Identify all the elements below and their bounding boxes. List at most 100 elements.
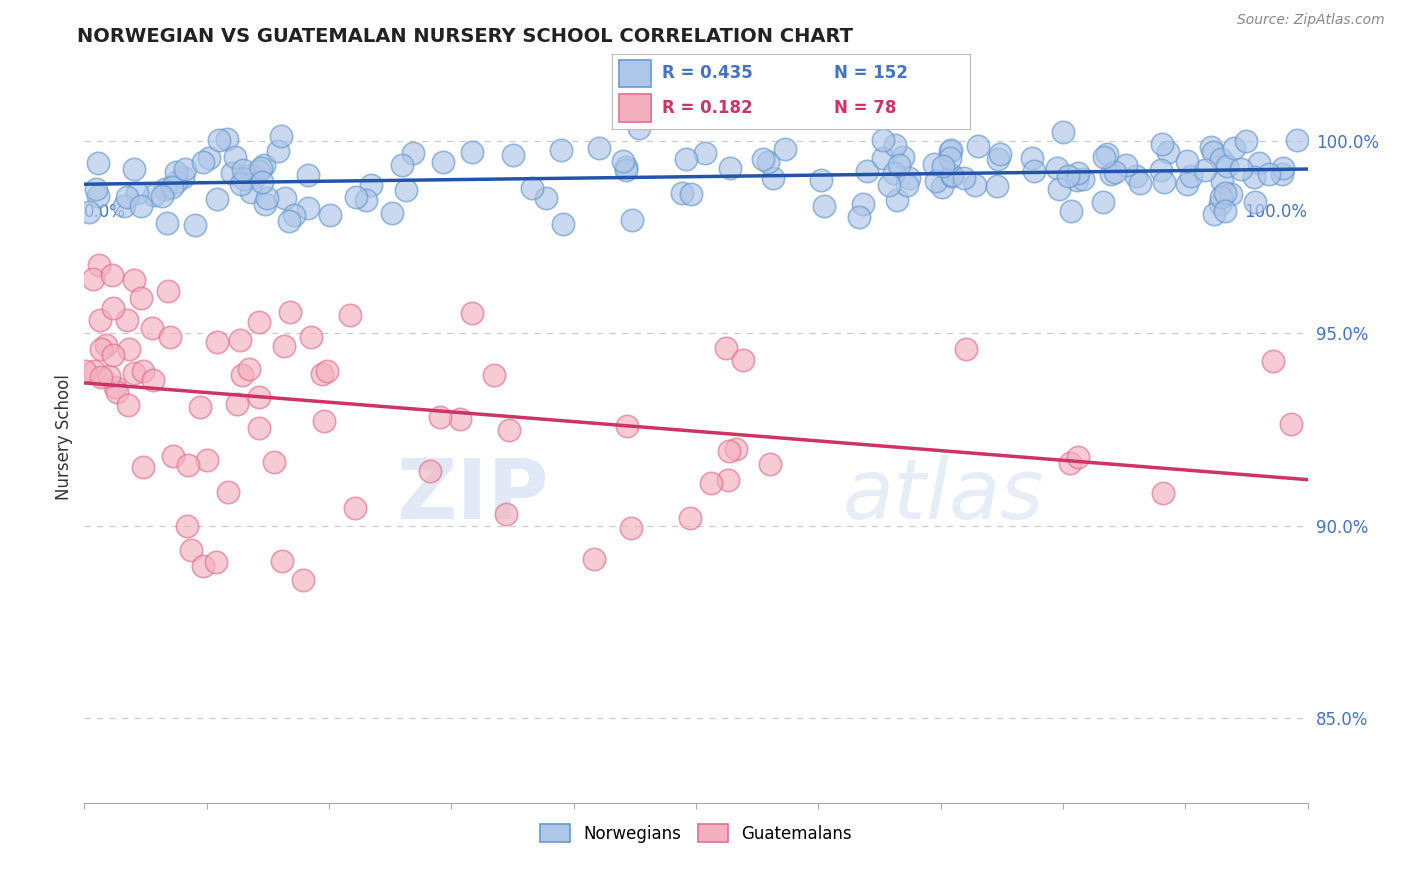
Point [614,160,637,174]
Point [419,464,441,478]
Point [129,291,152,305]
Point [90,343,112,357]
Point [96,338,118,352]
Point [263,455,285,469]
Point [122,162,145,177]
Point [675,152,697,166]
Point [583,552,606,566]
Point [250,161,273,176]
Point [498,423,520,437]
Point [297,168,319,182]
Point [484,368,506,382]
Point [965,178,987,192]
Point [620,213,643,227]
Point [762,170,785,185]
Point [82,271,104,285]
Point [627,121,650,136]
Point [1271,161,1294,175]
Point [773,143,796,157]
Y-axis label: Nursery School: Nursery School [55,374,73,500]
Point [162,449,184,463]
Point [1209,196,1232,211]
Point [495,508,517,522]
Point [127,186,149,200]
Point [165,165,187,179]
Point [1067,450,1090,464]
Point [141,321,163,335]
Point [1209,190,1232,204]
Point [671,186,693,200]
Point [87,189,110,203]
Point [277,213,299,227]
Point [1180,169,1202,183]
Point [142,373,165,387]
Point [229,177,252,191]
Text: N = 152: N = 152 [834,64,908,82]
Point [101,301,124,316]
Point [614,162,637,177]
Point [588,141,610,155]
Point [188,401,211,415]
Point [1285,133,1308,147]
Point [502,148,524,162]
Point [1279,417,1302,432]
Point [1059,456,1081,470]
Point [256,191,278,205]
Point [1052,125,1074,139]
Point [879,178,901,193]
Point [1150,137,1173,152]
Point [118,343,141,357]
Point [1066,173,1088,187]
Text: atlas: atlas [842,455,1045,536]
Point [461,306,484,320]
Point [883,166,905,180]
Point [941,169,963,183]
Point [813,199,835,213]
Text: NORWEGIAN VS GUATEMALAN NURSERY SCHOOL CORRELATION CHART: NORWEGIAN VS GUATEMALAN NURSERY SCHOOL C… [77,27,853,45]
Point [1152,486,1174,500]
Point [987,152,1010,166]
Point [852,197,875,211]
Point [232,172,254,186]
Text: 100.0%: 100.0% [1244,203,1308,221]
Point [432,154,454,169]
Point [941,169,963,183]
Point [247,163,270,178]
Point [693,146,716,161]
Point [132,364,155,378]
Point [953,171,976,186]
Point [273,191,295,205]
Point [205,335,228,350]
Point [221,166,243,180]
Point [232,163,254,178]
Point [855,164,877,178]
Point [150,189,173,203]
Point [172,170,194,185]
Point [89,313,111,327]
Point [1211,173,1233,187]
Point [887,158,910,172]
Point [1067,166,1090,180]
Point [247,421,270,435]
Point [273,339,295,353]
Point [1177,153,1199,168]
Point [939,152,962,166]
Point [344,190,367,204]
Text: Source: ZipAtlas.com: Source: ZipAtlas.com [1237,13,1385,28]
Point [231,368,253,382]
Text: ZIP: ZIP [396,455,550,536]
Text: R = 0.182: R = 0.182 [662,99,752,117]
Point [254,197,277,211]
Point [86,182,108,196]
Point [731,352,754,367]
Point [1071,171,1094,186]
Point [725,442,748,456]
Point [1249,156,1271,170]
Point [461,145,484,159]
Point [925,174,948,188]
Point [1199,140,1222,154]
Point [97,369,120,384]
Point [1129,176,1152,190]
Point [679,186,702,201]
Point [429,410,451,425]
